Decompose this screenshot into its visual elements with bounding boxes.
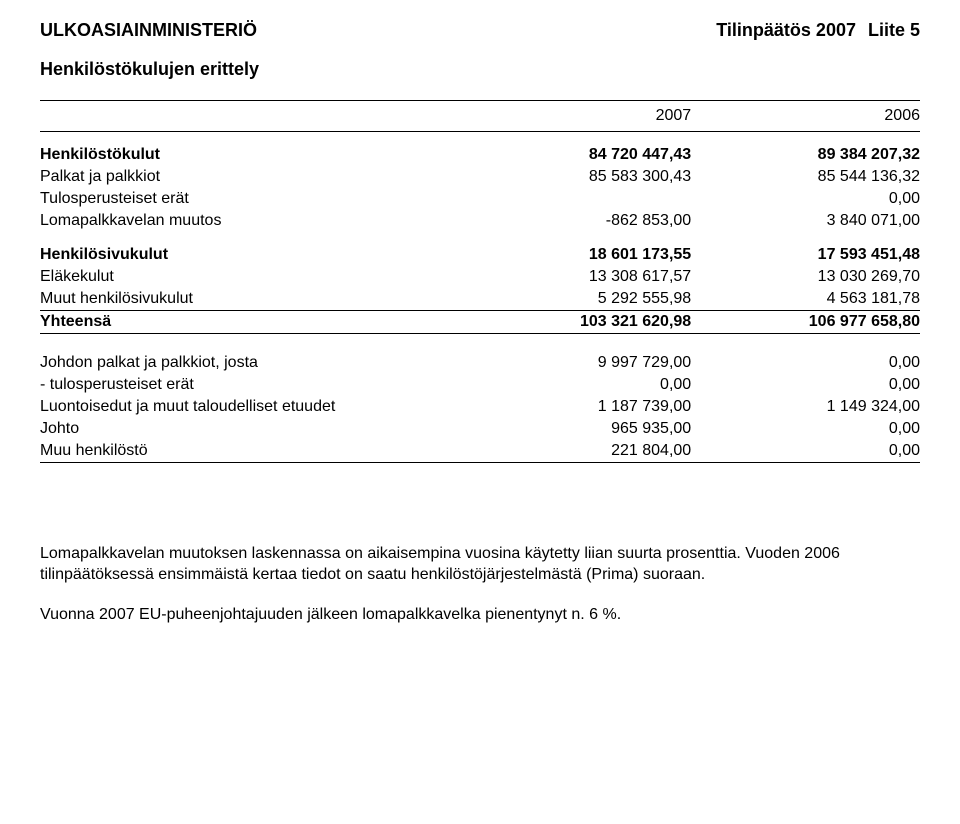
total-v1: 103 321 620,98 [462,311,691,334]
total-label: Yhteensä [40,311,462,334]
s3-row0-v1: 9 997 729,00 [462,352,691,374]
s1-row2-label: Lomapalkkavelan muutos [40,210,462,232]
year-col2: 2006 [691,101,920,132]
appendix-label: Liite 5 [868,20,920,41]
s2-row1-v1: 5 292 555,98 [462,288,691,311]
s2-row1-label: Muut henkilösivukulut [40,288,462,311]
s3-row2-label: Luontoisedut ja muut taloudelliset etuud… [40,396,462,418]
section2-title: Henkilösivukulut [40,232,462,266]
s3-row0-label: Johdon palkat ja palkkiot, josta [40,352,462,374]
total-v2: 106 977 658,80 [691,311,920,334]
s2-row0-v1: 13 308 617,57 [462,266,691,288]
s2-row1-v2: 4 563 181,78 [691,288,920,311]
s1-row0-v1: 85 583 300,43 [462,166,691,188]
year-header-blank [40,101,462,132]
s3-row1-v1: 0,00 [462,374,691,396]
s3-row2-v1: 1 187 739,00 [462,396,691,418]
notes-section: Lomapalkkavelan muutoksen laskennassa on… [40,543,920,626]
personnel-table: 2007 2006 Henkilöstökulut 84 720 447,43 … [40,100,920,463]
note-paragraph-1: Lomapalkkavelan muutoksen laskennassa on… [40,543,920,586]
s2-row0-v2: 13 030 269,70 [691,266,920,288]
s3-row4-v1: 221 804,00 [462,440,691,463]
subtitle: Henkilöstökulujen erittely [40,59,920,80]
s3-row4-label: Muu henkilöstö [40,440,462,463]
s3-row4-v2: 0,00 [691,440,920,463]
s3-row3-v1: 965 935,00 [462,418,691,440]
s2-row0-label: Eläkekulut [40,266,462,288]
s1-row2-v1: -862 853,00 [462,210,691,232]
s3-row1-label: - tulosperusteiset erät [40,374,462,396]
year-col1: 2007 [462,101,691,132]
section2-v2: 17 593 451,48 [691,232,920,266]
s1-row2-v2: 3 840 071,00 [691,210,920,232]
section1-title: Henkilöstökulut [40,132,462,167]
doc-title: Tilinpäätös 2007 [716,20,856,41]
section1-v1: 84 720 447,43 [462,132,691,167]
s3-row3-v2: 0,00 [691,418,920,440]
s3-row2-v2: 1 149 324,00 [691,396,920,418]
s1-row1-v2: 0,00 [691,188,920,210]
org-title: ULKOASIAINMINISTERIÖ [40,20,257,41]
s1-row0-v2: 85 544 136,32 [691,166,920,188]
s1-row1-v1 [462,188,691,210]
s3-row1-v2: 0,00 [691,374,920,396]
note-paragraph-2: Vuonna 2007 EU-puheenjohtajuuden jälkeen… [40,604,920,626]
s1-row1-label: Tulosperusteiset erät [40,188,462,210]
doc-title-group: Tilinpäätös 2007 Liite 5 [716,20,920,41]
section1-v2: 89 384 207,32 [691,132,920,167]
s1-row0-label: Palkat ja palkkiot [40,166,462,188]
section2-v1: 18 601 173,55 [462,232,691,266]
s3-row0-v2: 0,00 [691,352,920,374]
s3-row3-label: Johto [40,418,462,440]
